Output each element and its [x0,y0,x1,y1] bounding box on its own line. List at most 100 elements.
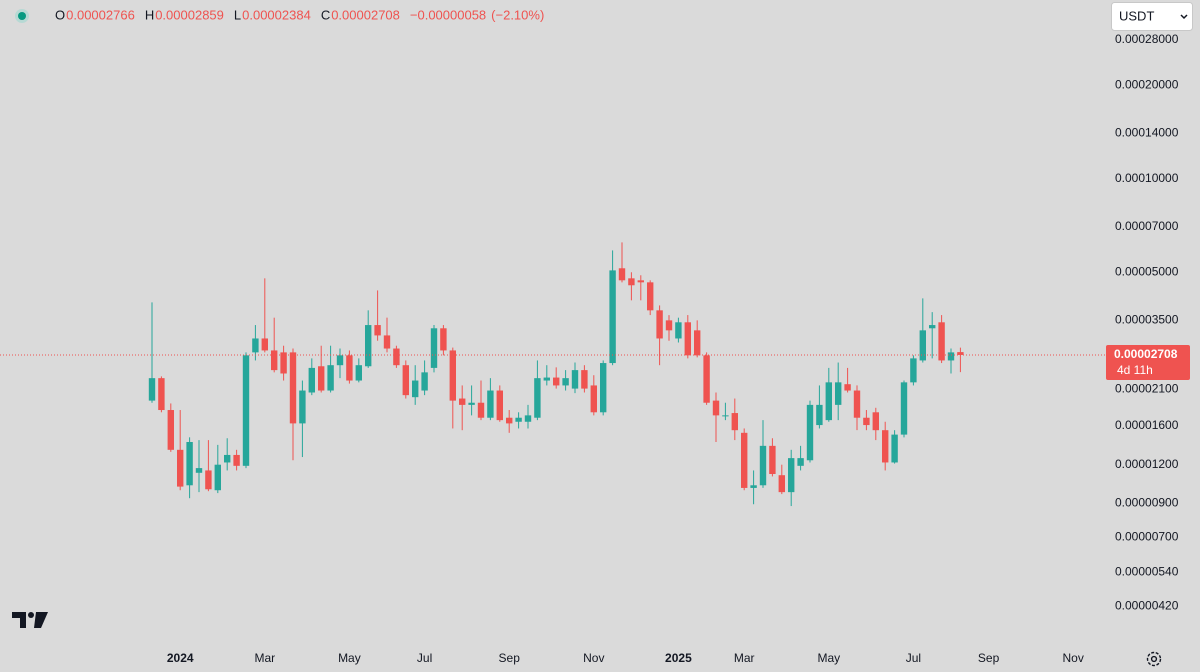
candle-body [440,328,447,351]
candle-body [797,458,804,466]
candle-body [590,385,597,413]
candle-body [214,464,221,491]
candle-body [346,355,353,381]
ohlc-value: 0.00002766 [66,7,135,22]
candle-body [788,458,795,493]
candle-body [233,454,240,466]
y-tick-label: 0.00007000 [1115,219,1179,233]
x-tick-label: Sep [978,651,1000,665]
candle-body [543,377,550,381]
candle-body [430,328,438,368]
candle-body [731,413,738,431]
candle-body [195,468,203,473]
x-tick-label: May [817,651,840,665]
candle-body [816,404,823,426]
gear[interactable] [1146,651,1162,667]
y-tick-label: 0.00001600 [1115,418,1179,432]
dropdown-box[interactable] [1111,2,1193,31]
gear-center[interactable] [1150,655,1158,663]
candle-body [242,355,250,466]
candle-body [609,270,616,364]
candle-body [506,417,513,424]
settings-button[interactable] [1146,651,1162,667]
ohlc-value: 0.00002708 [331,7,400,22]
y-tick-label: 0.00002100 [1115,381,1179,395]
candle-body [656,310,663,339]
candle-body [177,449,184,487]
logo-part [34,612,48,628]
chevron [1180,14,1188,20]
candle-body [600,363,607,413]
y-tick-label: 0.00001200 [1115,457,1179,471]
price-tag-countdown: 4d 11h [1117,363,1153,377]
x-tick-label: 2025 [665,651,692,665]
ohlc-value: 0.00002859 [155,7,224,22]
y-tick-label: 0.00000900 [1115,496,1179,510]
candle-body [750,485,757,488]
candle-body [712,400,720,416]
candle-body [308,367,315,393]
candle-body [412,380,419,398]
candle-body [289,352,297,424]
symbol-status [15,9,29,23]
candle-body [299,390,306,424]
candle-body [383,335,391,349]
change: −0.00000058 [410,7,486,22]
candle-body [374,325,381,336]
candle-body [900,382,908,435]
candle-body [459,398,466,405]
ohlc-key: H [145,7,154,22]
x-tick-label: Nov [1063,651,1084,665]
ohlc-value: 0.00002384 [242,7,311,22]
currency-label[interactable]: USDT [1119,8,1154,23]
candle-body [449,350,456,401]
candle-body [336,355,344,366]
x-tick-label: Jul [417,651,432,665]
candle-body [618,268,626,281]
candle-body [665,320,673,331]
candle-body [703,355,710,403]
y-tick-label: 0.00003500 [1115,313,1179,327]
candle-body [947,352,955,361]
y-tick-label: 0.00005000 [1115,264,1179,278]
currency-dropdown[interactable]: USDT [1111,2,1193,31]
candle-body [938,322,945,361]
x-tick-label: 2024 [167,651,194,665]
status-dot [18,12,26,20]
candle-body [957,352,964,355]
logo-part [28,612,34,618]
candle-body [628,278,635,286]
candle-body [647,282,654,311]
y-tick-label: 0.00028000 [1115,32,1179,46]
candle-body [487,390,494,418]
candle-body [327,365,334,391]
change-pct: (−2.10%) [491,7,544,22]
candle-body [741,432,748,488]
price-tag-box [1106,344,1190,380]
candle-body [271,350,278,371]
x-tick-label: Mar [254,651,275,665]
candle-body [393,348,400,366]
candle-body [910,358,917,383]
y-tick-label: 0.00000540 [1115,565,1179,579]
candle-body [778,475,785,493]
candle-body [355,365,362,381]
candle-body [835,382,842,405]
candle-body [891,434,898,463]
candle-body [637,280,644,283]
candle-body [515,417,522,422]
y-tick-label: 0.00010000 [1115,171,1179,185]
candle-body [919,330,926,361]
candle-body [722,415,729,417]
tradingview-logo [12,612,48,628]
candle-body [581,370,588,389]
candle-body [318,366,325,391]
candle-body [863,417,870,426]
candle-body [694,330,701,356]
ohlc-key: L [234,7,241,22]
candle-body [553,377,560,386]
candle-body [205,470,212,490]
candle-body [882,430,889,463]
